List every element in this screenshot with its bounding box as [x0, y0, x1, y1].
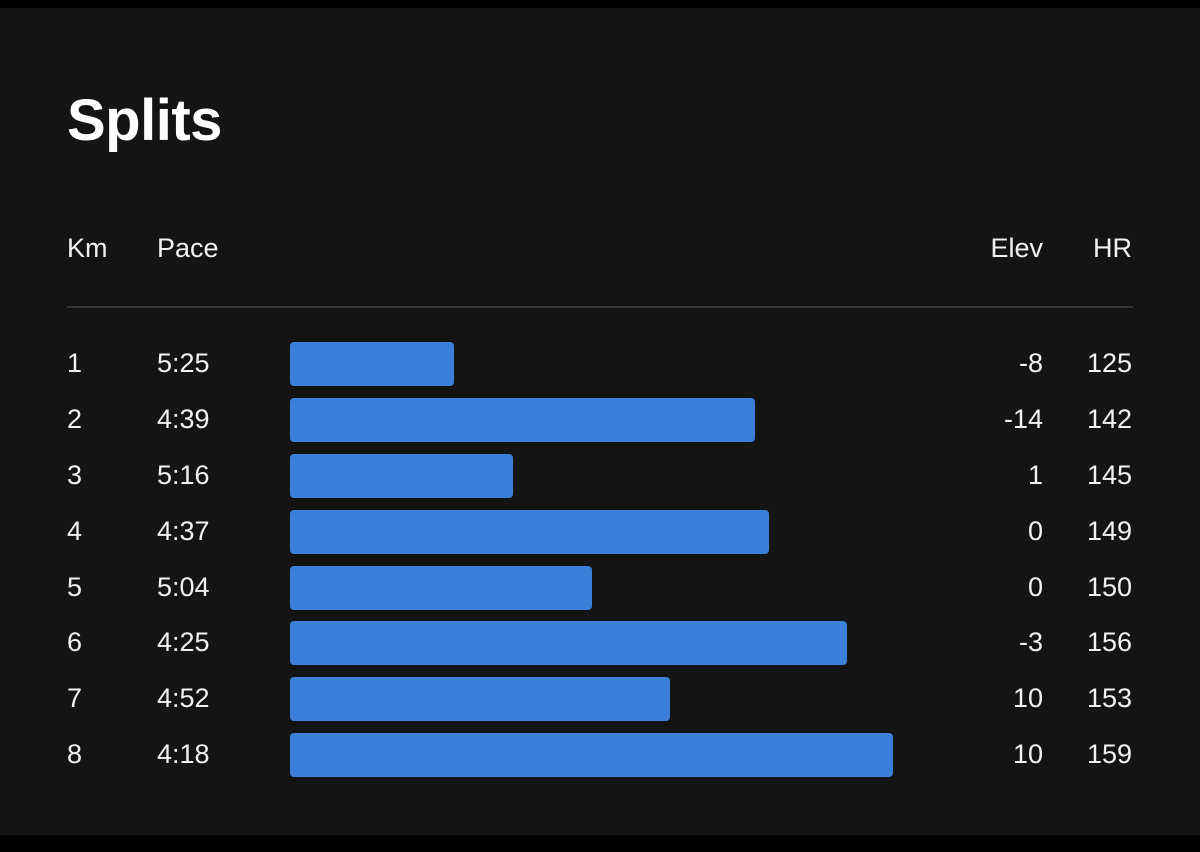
- split-hr: 153: [1086, 683, 1132, 714]
- split-hr: 149: [1086, 515, 1132, 546]
- split-row: 2 4:39 -14 142: [0, 392, 1200, 448]
- split-elev: 1: [1027, 459, 1043, 490]
- split-hr: 156: [1086, 627, 1132, 658]
- split-elev: 0: [1027, 515, 1043, 546]
- pace-bar: [290, 565, 592, 610]
- header-divider: [67, 306, 1133, 308]
- split-hr: 145: [1086, 459, 1132, 490]
- split-row: 3 5:16 1 145: [0, 448, 1200, 504]
- split-pace: 4:39: [157, 403, 210, 434]
- column-header-hr: HR: [1093, 233, 1132, 263]
- split-pace: 5:25: [157, 348, 210, 378]
- split-km: 5: [67, 571, 83, 602]
- split-km: 4: [67, 515, 83, 546]
- page-title: Splits: [67, 88, 222, 153]
- split-elev: 0: [1027, 571, 1043, 602]
- split-row: 5 5:04 0 150: [0, 560, 1200, 616]
- pace-bar: [290, 733, 893, 778]
- splits-card: Splits Km Pace Elev HR 1 5:25 -8 125 2 4…: [0, 8, 1200, 835]
- split-row: 4 4:37 0 149: [0, 504, 1200, 560]
- splits-list: 1 5:25 -8 125 2 4:39 -14 142 3 5:16 1 14…: [0, 336, 1200, 783]
- split-pace: 4:25: [157, 627, 210, 658]
- pace-bar: [290, 453, 513, 498]
- split-elev: 10: [1012, 683, 1043, 714]
- pace-bar: [290, 677, 671, 722]
- split-row: 1 5:25 -8 125: [0, 336, 1200, 392]
- split-row: 7 4:52 10 153: [0, 671, 1200, 727]
- split-hr: 142: [1086, 403, 1132, 434]
- split-km: 7: [67, 683, 83, 714]
- split-km: 6: [67, 627, 83, 658]
- column-header-km: Km: [67, 233, 108, 263]
- split-hr: 159: [1086, 739, 1132, 770]
- split-elev: -14: [1003, 403, 1043, 434]
- split-pace: 5:04: [157, 571, 210, 602]
- split-elev: -3: [1018, 627, 1043, 658]
- split-pace: 5:16: [157, 459, 210, 490]
- split-elev: -8: [1018, 348, 1043, 378]
- split-row: 8 4:18 10 159: [0, 727, 1200, 783]
- pace-bar: [290, 509, 769, 554]
- split-pace: 4:52: [157, 683, 210, 714]
- split-hr: 125: [1086, 348, 1132, 378]
- pace-bar: [290, 621, 848, 666]
- split-km: 8: [67, 739, 83, 770]
- pace-bar: [290, 342, 454, 386]
- column-header-pace: Pace: [157, 233, 219, 263]
- split-km: 1: [67, 348, 83, 378]
- split-km: 3: [67, 459, 83, 490]
- split-elev: 10: [1012, 739, 1043, 770]
- split-pace: 4:37: [157, 515, 210, 546]
- pace-bar: [290, 397, 756, 442]
- split-row: 6 4:25 -3 156: [0, 615, 1200, 671]
- column-header-elev: Elev: [990, 233, 1043, 263]
- split-pace: 4:18: [157, 739, 210, 770]
- split-hr: 150: [1086, 571, 1132, 602]
- split-km: 2: [67, 403, 83, 434]
